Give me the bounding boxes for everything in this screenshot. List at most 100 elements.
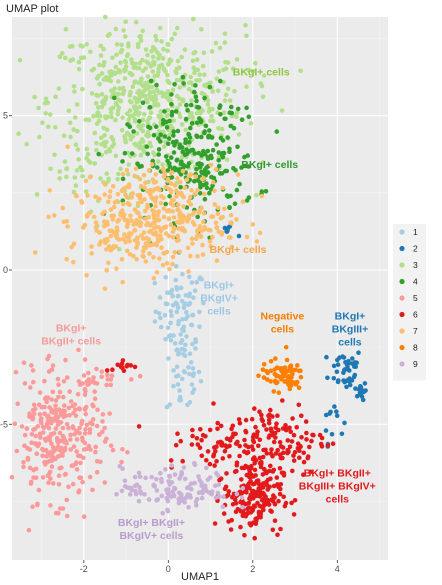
data-point: [53, 398, 59, 403]
data-point: [175, 25, 180, 31]
data-point: [94, 423, 100, 429]
data-point: [255, 429, 260, 435]
data-point: [323, 428, 329, 433]
data-point: [155, 218, 161, 223]
data-point: [151, 188, 156, 194]
legend-key-6: [399, 311, 405, 318]
data-point: [141, 249, 146, 254]
data-point: [157, 256, 162, 261]
data-point: [347, 382, 353, 388]
data-point: [140, 28, 145, 34]
data-point: [57, 506, 63, 511]
data-point: [82, 386, 88, 392]
data-point: [123, 139, 128, 145]
data-point: [101, 125, 106, 131]
data-point: [268, 451, 274, 456]
data-point: [103, 14, 108, 20]
legend-label-9: 9: [413, 359, 418, 369]
data-point: [325, 443, 331, 448]
data-point: [77, 407, 82, 412]
data-point: [157, 63, 162, 69]
annotation-line: cells: [326, 494, 350, 506]
data-point: [98, 459, 103, 465]
data-point: [123, 19, 128, 25]
data-point: [76, 157, 81, 162]
data-point: [47, 112, 53, 117]
data-point: [223, 443, 228, 448]
data-point: [295, 446, 301, 451]
data-point: [165, 72, 170, 78]
cluster-annotation: BKgI+ BKgII+ BKgIII+ BKgIV+ cells: [299, 468, 376, 506]
data-point: [288, 381, 294, 387]
data-point: [130, 191, 136, 196]
data-point: [99, 374, 104, 380]
data-point: [135, 242, 140, 247]
data-point: [156, 209, 162, 214]
data-point: [263, 447, 268, 453]
data-point: [60, 425, 66, 431]
data-point: [178, 184, 183, 190]
data-point: [164, 95, 170, 100]
data-point: [108, 189, 113, 194]
data-point: [167, 193, 172, 199]
data-point: [263, 189, 269, 194]
data-point: [146, 214, 152, 220]
data-point: [239, 477, 244, 482]
data-point: [66, 425, 71, 431]
data-point: [80, 479, 85, 485]
data-point: [243, 417, 249, 423]
data-point: [246, 67, 251, 73]
cluster-5-points: [9, 347, 143, 533]
data-point: [132, 95, 138, 101]
data-point: [166, 492, 172, 497]
data-point: [323, 412, 329, 418]
data-point: [207, 106, 212, 112]
data-point: [31, 475, 36, 480]
data-point: [228, 220, 233, 226]
data-point: [235, 106, 241, 112]
data-point: [36, 487, 42, 493]
data-point: [144, 144, 150, 149]
data-point: [331, 363, 337, 369]
data-point: [213, 483, 218, 489]
data-point: [215, 211, 221, 217]
data-point: [171, 383, 176, 389]
data-point: [253, 424, 258, 430]
data-point: [231, 125, 237, 131]
data-point: [82, 407, 88, 412]
data-point: [270, 414, 275, 419]
data-point: [40, 424, 46, 430]
data-point: [230, 494, 235, 500]
data-point: [168, 320, 173, 326]
data-point: [158, 233, 163, 238]
data-point: [145, 52, 150, 58]
data-point: [132, 207, 138, 212]
data-point: [62, 159, 68, 164]
data-point: [195, 253, 200, 259]
data-point: [354, 393, 360, 399]
data-point: [14, 448, 20, 454]
data-point: [189, 442, 195, 447]
data-point: [257, 437, 263, 443]
data-point: [289, 500, 294, 506]
data-point: [111, 204, 117, 210]
data-point: [192, 70, 197, 76]
data-point: [174, 93, 180, 99]
data-point: [81, 447, 87, 452]
data-point: [160, 162, 165, 167]
data-point: [120, 466, 125, 472]
data-point: [75, 392, 81, 397]
data-point: [93, 194, 98, 199]
data-point: [195, 233, 200, 239]
data-point: [218, 78, 223, 84]
data-point: [284, 357, 290, 363]
data-point: [120, 201, 126, 207]
data-point: [98, 176, 103, 181]
data-point: [199, 176, 205, 182]
data-point: [191, 387, 197, 392]
annotation-line: BKgIV+: [200, 293, 238, 305]
data-point: [74, 168, 80, 173]
data-point: [196, 369, 202, 375]
data-point: [194, 111, 200, 116]
data-point: [75, 128, 80, 134]
